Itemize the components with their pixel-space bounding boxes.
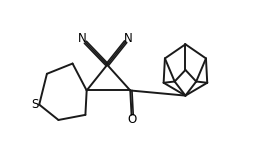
Text: S: S: [31, 98, 38, 111]
Text: O: O: [127, 113, 136, 126]
Text: N: N: [124, 32, 133, 45]
Text: N: N: [78, 32, 86, 45]
